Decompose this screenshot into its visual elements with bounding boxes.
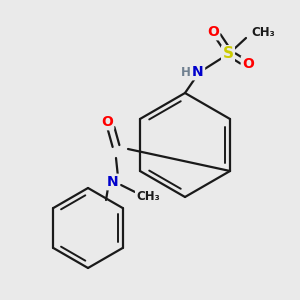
- Text: N: N: [192, 65, 204, 79]
- Text: N: N: [107, 175, 119, 189]
- Text: H: H: [181, 65, 191, 79]
- Text: S: S: [223, 46, 233, 62]
- Text: O: O: [242, 57, 254, 71]
- Text: CH₃: CH₃: [251, 26, 275, 38]
- Text: O: O: [207, 25, 219, 39]
- Text: CH₃: CH₃: [136, 190, 160, 203]
- Text: O: O: [101, 115, 113, 129]
